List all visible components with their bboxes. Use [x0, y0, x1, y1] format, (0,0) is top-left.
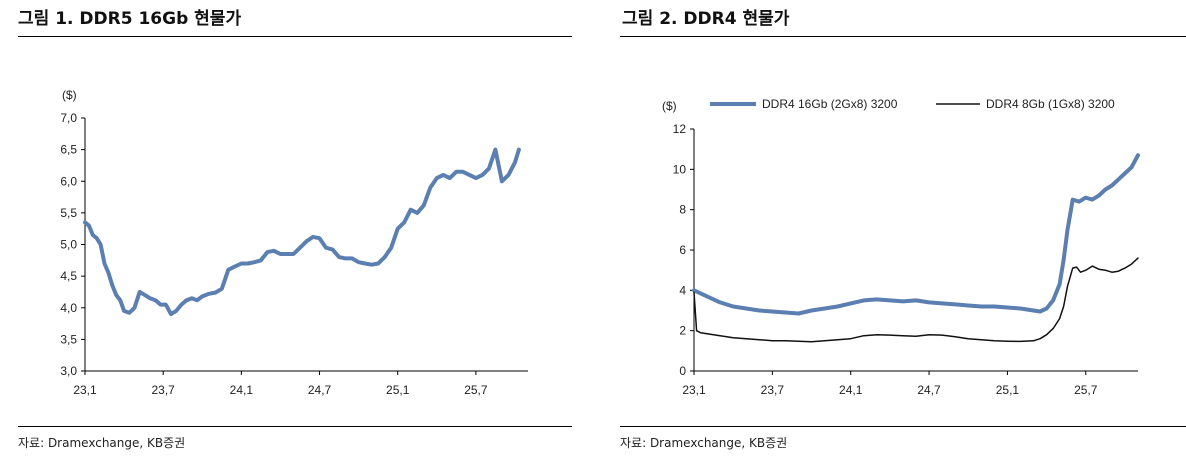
- y-unit-label: ($): [662, 99, 677, 113]
- source-note: 자료: Dramexchange, KB증권: [18, 436, 186, 450]
- x-tick-label: 25,1: [386, 383, 410, 397]
- y-tick-label: 3,0: [60, 364, 77, 378]
- source-rule: [620, 426, 1186, 427]
- x-tick-label: 23,7: [151, 383, 175, 397]
- legend-label: DDR4 8Gb (1Gx8) 3200: [986, 97, 1115, 111]
- y-tick-label: 6,5: [60, 143, 77, 157]
- ddr4-chart: ($) 0 2 4 6 8 10 12 23,1 23,7 24,1 24,7 25,1 25,7 DDR4…: [662, 97, 1140, 397]
- series-line: [692, 153, 1140, 316]
- y-tick-label: 6: [679, 243, 686, 257]
- ddr5-chart: ($) 3,0 3,5 4,0 4,5 5,0 5,5 6,0 6,5 7,0 23,1 23,7 24…: [60, 88, 528, 397]
- y-tick-label: 2: [679, 324, 686, 338]
- title-rule: [620, 36, 1186, 37]
- x-tick-label: 23,7: [761, 383, 785, 397]
- y-tick-label: 4,5: [60, 269, 77, 283]
- x-tick-label: 25,7: [1074, 383, 1098, 397]
- y-unit-label: ($): [62, 88, 77, 102]
- chart-title: 그림 2. DDR4 현물가: [622, 9, 790, 29]
- y-tick-label: 0: [679, 364, 686, 378]
- x-tick-label: 24,7: [308, 383, 332, 397]
- y-tick-label: 5,0: [60, 238, 77, 252]
- x-tick-label: 24,1: [230, 383, 254, 397]
- series-line: [83, 147, 521, 317]
- x-tick-label: 25,1: [996, 383, 1020, 397]
- legend-label: DDR4 16Gb (2Gx8) 3200: [762, 97, 898, 111]
- series-line: [693, 257, 1139, 343]
- source-note: 자료: Dramexchange, KB증권: [620, 436, 788, 450]
- y-tick-label: 4,0: [60, 301, 77, 315]
- y-tick-label: 10: [673, 162, 687, 176]
- y-tick-label: 6,0: [60, 174, 77, 188]
- title-rule: [18, 36, 572, 37]
- panel-ddr5: 그림 1. DDR5 16Gb 현물가 ($) 3,0 3,5 4,0 4,5 5,0 5,…: [0, 0, 574, 462]
- x-tick-label: 24,7: [917, 383, 941, 397]
- x-tick-label: 23,1: [73, 383, 97, 397]
- chart-title: 그림 1. DDR5 16Gb 현물가: [18, 9, 242, 29]
- y-tick-label: 7,0: [60, 111, 77, 125]
- panel-ddr4: 그림 2. DDR4 현물가 ($) 0 2 4 6 8 10 12 23,1 23,7 24,1 2…: [610, 0, 1186, 462]
- y-tick-label: 3,5: [60, 332, 77, 346]
- x-tick-label: 23,1: [682, 383, 706, 397]
- y-tick-label: 12: [673, 122, 687, 136]
- y-tick-label: 4: [679, 283, 686, 297]
- y-tick-label: 5,5: [60, 206, 77, 220]
- y-tick-label: 8: [679, 203, 686, 217]
- x-tick-label: 24,1: [839, 383, 863, 397]
- source-rule: [18, 426, 572, 427]
- x-tick-label: 25,7: [464, 383, 488, 397]
